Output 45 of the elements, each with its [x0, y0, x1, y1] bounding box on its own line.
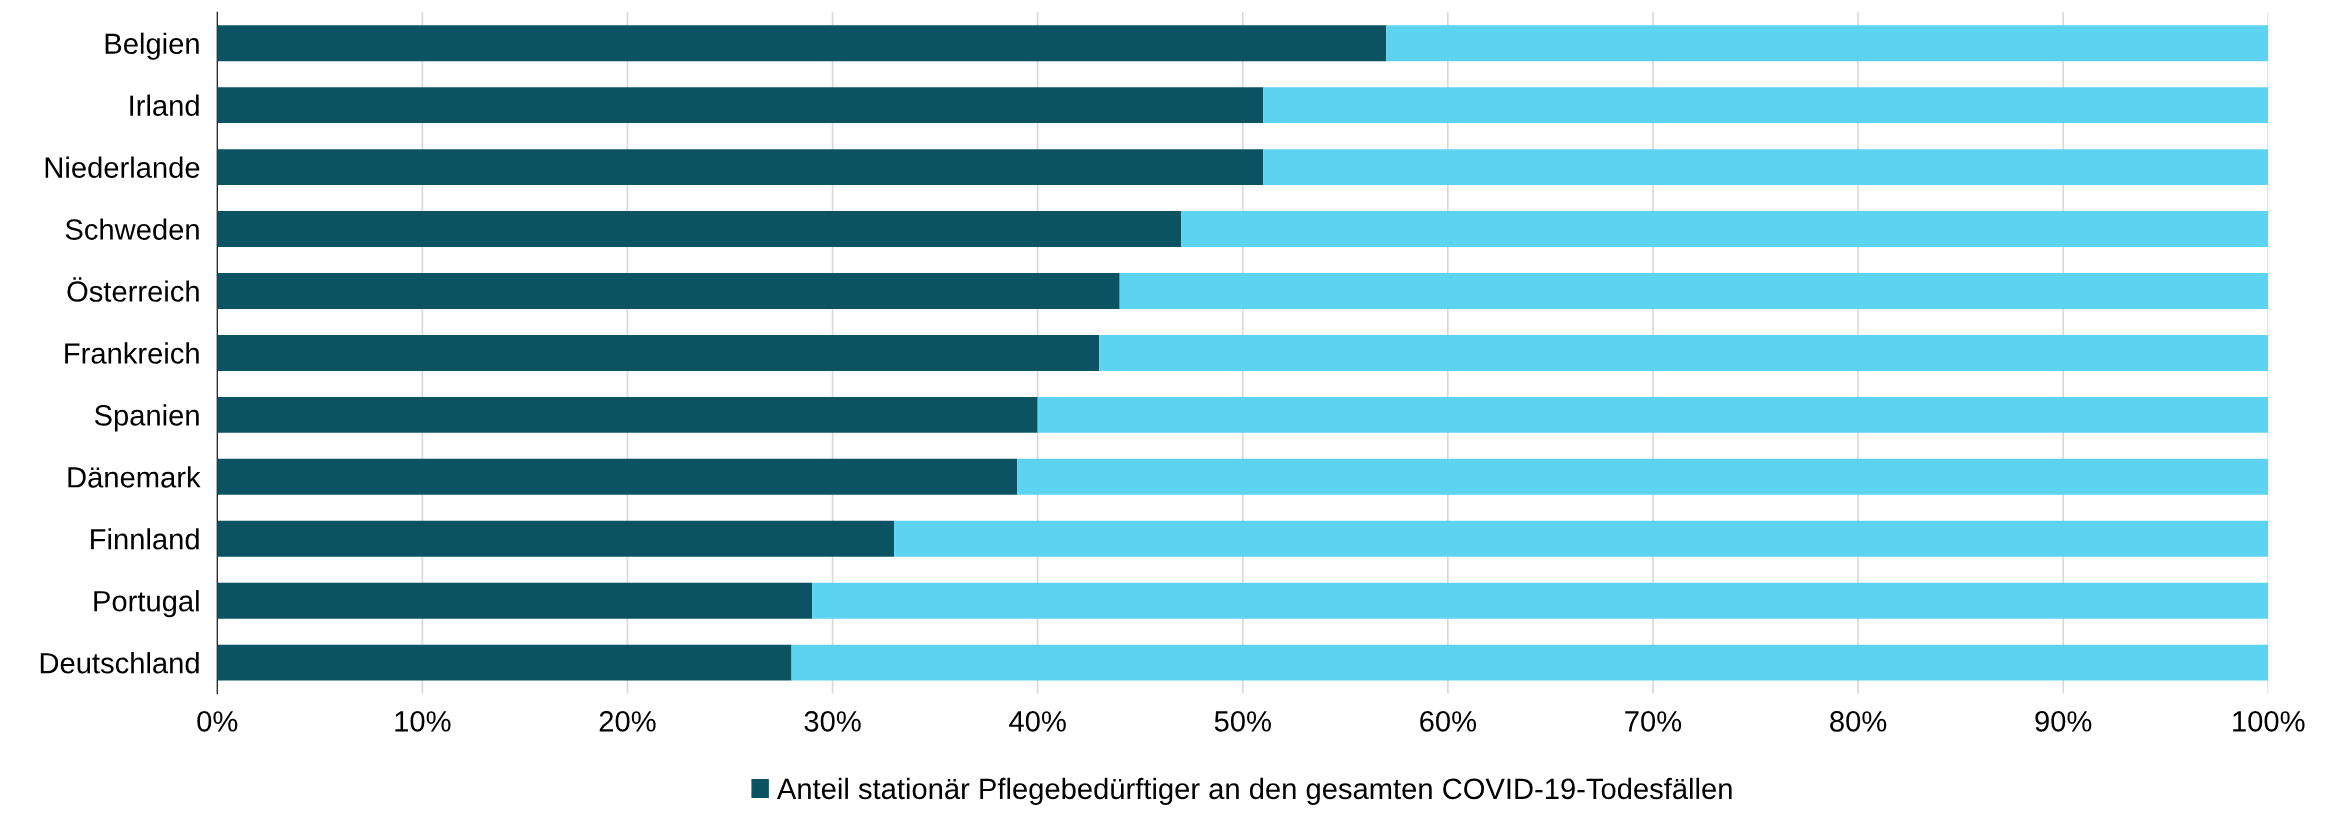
- bar: [217, 87, 1264, 124]
- bar: [1037, 396, 2269, 433]
- bar: [217, 520, 895, 557]
- x-tick-label: 90%: [2035, 711, 2092, 732]
- bar: [812, 582, 2269, 619]
- bar: [217, 458, 1018, 495]
- x-tick-label: 20%: [599, 711, 656, 732]
- x-tick-label: 80%: [1830, 711, 1887, 732]
- x-tick-label: 0%: [197, 711, 238, 732]
- bar: [217, 273, 1120, 309]
- bar: [217, 149, 1264, 186]
- y-tick-label: Spanien: [94, 404, 199, 432]
- x-tick-label: 70%: [1625, 711, 1682, 732]
- bar: [1263, 87, 2269, 124]
- bar: [1099, 334, 2269, 371]
- bar: [217, 211, 1182, 247]
- y-tick-label: Finnland: [91, 528, 199, 550]
- y-tick-label: Österreich: [67, 277, 199, 302]
- y-tick-label: Portugal: [94, 590, 199, 618]
- legend-label: Anteil stationär Pflegebedürftiger an den gesamten COVID-19-Todesfällen: [776, 777, 1732, 805]
- bar: [217, 582, 813, 619]
- y-tick-label: Irland: [130, 94, 199, 117]
- y-tick-label: Frankreich: [65, 342, 199, 364]
- bar: [1386, 25, 2269, 62]
- x-tick-label: 10%: [395, 711, 451, 732]
- bar: [1017, 458, 2269, 495]
- y-tick-label: Belgien: [105, 32, 199, 60]
- bar: [217, 396, 1038, 433]
- bar: [217, 644, 792, 681]
- bar: [1263, 149, 2269, 186]
- bar: [217, 25, 1387, 62]
- x-tick-label: 40%: [1009, 711, 1066, 732]
- x-tick-label: 50%: [1214, 711, 1271, 732]
- bar: [791, 644, 2269, 681]
- y-tick-label: Niederlande: [45, 156, 200, 178]
- bar: [894, 520, 2269, 557]
- x-tick-label: 100%: [2233, 711, 2305, 732]
- y-tick-label: Dänemark: [68, 466, 201, 488]
- bar: [217, 334, 1100, 371]
- y-tick-label: Deutschland: [40, 652, 199, 674]
- x-tick-label: 60%: [1420, 711, 1476, 732]
- bar: [1181, 211, 2269, 247]
- y-tick-label: Schweden: [65, 218, 199, 240]
- x-tick-label: 30%: [804, 711, 861, 732]
- bar: [1119, 273, 2269, 309]
